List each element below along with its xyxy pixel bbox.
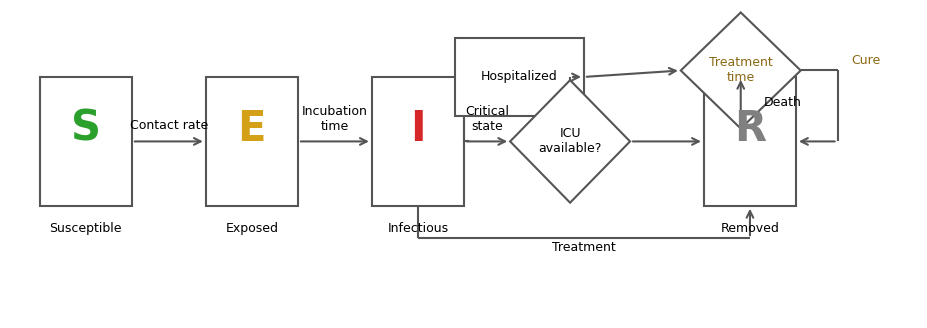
Text: Treatment
time: Treatment time bbox=[708, 56, 772, 85]
Bar bbox=[40, 77, 132, 206]
Bar bbox=[454, 38, 583, 116]
Text: Critical
state: Critical state bbox=[464, 105, 509, 133]
Text: Exposed: Exposed bbox=[225, 222, 278, 235]
Polygon shape bbox=[680, 12, 800, 129]
Text: Treatment: Treatment bbox=[552, 241, 616, 254]
Text: ICU
available?: ICU available? bbox=[538, 128, 601, 155]
Polygon shape bbox=[510, 80, 629, 203]
Text: Infectious: Infectious bbox=[387, 222, 448, 235]
Text: Incubation
time: Incubation time bbox=[301, 105, 367, 133]
Text: Death: Death bbox=[763, 96, 801, 109]
Text: Removed: Removed bbox=[719, 222, 779, 235]
Text: R: R bbox=[733, 108, 765, 150]
Text: Cure: Cure bbox=[850, 54, 880, 67]
Text: S: S bbox=[70, 108, 101, 150]
Text: I: I bbox=[410, 108, 425, 150]
Bar bbox=[372, 77, 464, 206]
Text: E: E bbox=[237, 108, 266, 150]
Bar bbox=[703, 77, 795, 206]
Text: Hospitalized: Hospitalized bbox=[480, 71, 557, 83]
Text: Contact rate: Contact rate bbox=[130, 119, 208, 132]
Bar bbox=[206, 77, 298, 206]
Text: Susceptible: Susceptible bbox=[49, 222, 122, 235]
